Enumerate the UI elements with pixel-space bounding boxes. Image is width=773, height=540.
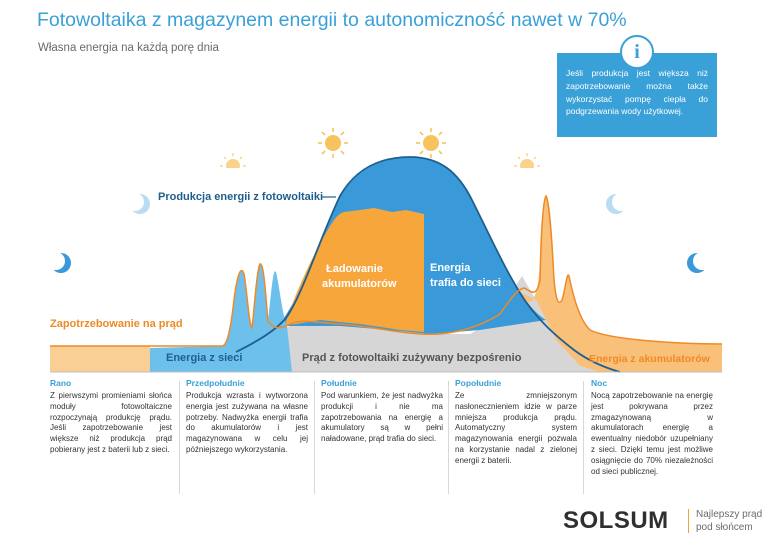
- grid-energy-label: Energia z sieci: [166, 352, 242, 364]
- column-text: Nocą zapotrzebowanie na energię jest pok…: [591, 391, 713, 476]
- moon-icon: [47, 252, 71, 273]
- grid-feed-label: Energia trafia do sieci: [430, 262, 501, 289]
- grid-feed-label-line2: trafia do sieci: [430, 277, 501, 289]
- column-divider: [583, 381, 584, 494]
- info-icon: i: [620, 35, 654, 69]
- demand-label: Zapotrzebowanie na prąd: [50, 318, 183, 330]
- battery-energy-label: Energia z akumulatorów: [589, 353, 711, 365]
- column-heading: Południe: [321, 378, 357, 388]
- info-box: Jeśli produkcja jest większa niż zapotrz…: [557, 53, 717, 137]
- sun-icon: [416, 128, 446, 158]
- demand-left-area: [50, 346, 150, 372]
- info-text: Jeśli produkcja jest większa niż zapotrz…: [566, 68, 708, 117]
- brand-divider: [688, 509, 689, 533]
- column-text: Z pierwszymi promieniami słońca moduły f…: [50, 391, 172, 454]
- column-text: Ze zmniejszonym nasłonecznieniem idzie w…: [455, 391, 577, 465]
- column-heading: Popołudnie: [455, 378, 502, 388]
- brand-logo: SOLSUM: [563, 507, 669, 534]
- direct-use-label: Prąd z fotowoltaiki zużywany bezpośrenio: [302, 352, 522, 364]
- sun-icon: [219, 153, 247, 178]
- sun-icon: [318, 128, 348, 158]
- column-divider: [448, 381, 449, 494]
- page-title: Fotowoltaika z magazynem energii to auto…: [37, 9, 627, 31]
- column-divider: [314, 381, 315, 494]
- charging-label-line2: akumulatorów: [322, 278, 397, 290]
- column-night: Noc Nocą zapotrzebowanie na energię jest…: [591, 378, 713, 496]
- direct-use-area: [210, 276, 600, 372]
- charging-label: Ładowanie akumulatorów: [322, 263, 397, 290]
- column-afternoon: Popołudnie Ze zmniejszonym nasłonecznien…: [455, 378, 577, 496]
- column-noon: Południe Pod warunkiem, że jest nadwyżka…: [321, 378, 443, 496]
- grid-energy-area: [150, 263, 292, 372]
- time-of-day-columns: Rano Z pierwszymi promieniami słońca mod…: [40, 378, 725, 498]
- column-text: Pod warunkiem, że jest nadwyżka produkcj…: [321, 391, 443, 444]
- column-morning: Rano Z pierwszymi promieniami słońca mod…: [50, 378, 172, 496]
- grid-feed-label-line1: Energia: [430, 262, 471, 274]
- column-divider: [179, 381, 180, 494]
- tagline-line2: pod słońcem: [696, 521, 753, 533]
- sun-icon: [513, 153, 541, 178]
- column-heading: Przedpołudnie: [186, 378, 245, 388]
- tagline-line1: Najlepszy prąd: [696, 509, 763, 520]
- battery-discharge-area: [520, 196, 722, 372]
- charging-label-line1: Ładowanie: [326, 263, 383, 275]
- brand-tagline: Najlepszy prąd pod słońcem: [696, 509, 762, 534]
- page-subtitle: Własna energia na każdą porę dnia: [38, 42, 219, 54]
- moon-icon: [687, 252, 711, 273]
- production-label: Produkcja energii z fotowoltaiki: [158, 191, 323, 203]
- production-outline: [235, 156, 621, 373]
- column-forenoon: Przedpołudnie Produkcja wzrasta i wytwor…: [186, 378, 308, 496]
- column-heading: Noc: [591, 378, 608, 388]
- column-text: Produkcja wzrasta i wytworzona energia j…: [186, 391, 308, 454]
- demand-line: [50, 194, 723, 347]
- moon-icon: [606, 193, 630, 214]
- column-heading: Rano: [50, 378, 72, 388]
- battery-charging-area: [285, 208, 424, 332]
- moon-icon: [126, 193, 150, 214]
